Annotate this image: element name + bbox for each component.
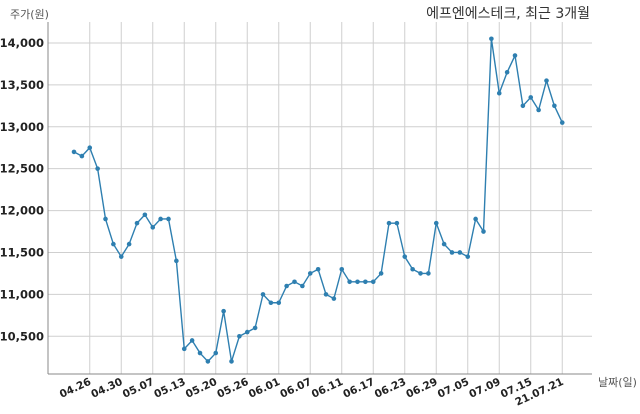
data-point xyxy=(512,53,518,58)
data-point xyxy=(276,300,282,306)
x-axis-label: 날짜(일) xyxy=(598,375,637,389)
data-point xyxy=(457,250,463,255)
x-tick-label: 05.07 xyxy=(121,376,156,401)
series-line xyxy=(73,38,563,363)
data-point xyxy=(520,103,526,109)
data-point xyxy=(189,338,195,343)
data-point xyxy=(197,350,203,356)
data-point xyxy=(181,346,187,352)
data-point xyxy=(260,292,266,297)
data-point xyxy=(544,78,549,83)
data-point xyxy=(473,216,478,222)
data-point xyxy=(347,279,352,285)
series xyxy=(71,36,565,364)
data-point xyxy=(268,300,274,306)
data-point xyxy=(150,225,156,230)
data-point xyxy=(118,254,124,259)
data-point xyxy=(315,266,321,272)
y-tick-label: 14,000 xyxy=(0,36,44,50)
data-point xyxy=(559,120,565,125)
data-point xyxy=(79,153,85,159)
data-point xyxy=(504,69,510,75)
x-tick-label: 05.26 xyxy=(215,376,250,401)
x-tick-label: 04.26 xyxy=(58,376,93,401)
data-point xyxy=(449,250,455,255)
y-tick-label: 13,000 xyxy=(0,120,44,134)
y-tick-label: 13,500 xyxy=(0,78,44,92)
x-tick-label: 06.29 xyxy=(404,376,439,401)
data-point xyxy=(95,166,100,171)
data-point xyxy=(536,107,541,113)
x-tick-label: 07.09 xyxy=(467,376,502,401)
y-tick-label: 11,000 xyxy=(0,287,44,301)
x-tick-label: 04.30 xyxy=(89,376,124,401)
x-tick-label: 06.07 xyxy=(278,376,313,401)
data-point xyxy=(426,271,431,276)
y-tick-label: 12,500 xyxy=(0,162,44,176)
x-tick-label: 07.05 xyxy=(436,376,471,401)
x-tick-label: 06.11 xyxy=(310,376,345,401)
x-tick-labels: 04.2604.3005.0705.1305.2005.2606.0106.07… xyxy=(58,376,566,409)
data-point xyxy=(496,90,502,96)
data-point xyxy=(213,350,219,356)
data-point xyxy=(363,279,368,285)
data-point xyxy=(300,283,305,289)
data-point xyxy=(244,329,250,335)
data-point xyxy=(528,95,534,100)
y-tick-labels: 10,500 11,000 11,500 12,000 12,500 13,000 13,5… xyxy=(0,36,44,343)
data-point xyxy=(103,216,108,222)
data-point xyxy=(307,271,313,276)
data-point xyxy=(331,296,337,301)
data-point xyxy=(142,212,148,218)
data-point xyxy=(481,229,486,234)
grid xyxy=(48,22,592,374)
data-point xyxy=(87,145,93,151)
data-point xyxy=(552,103,557,109)
axes xyxy=(47,22,592,375)
data-point xyxy=(378,271,384,276)
data-point xyxy=(252,325,258,331)
data-point xyxy=(433,220,439,226)
data-point xyxy=(489,36,494,42)
x-tick-label: 05.20 xyxy=(184,376,219,401)
x-tick-label: 06.01 xyxy=(247,376,282,401)
data-point xyxy=(158,216,163,222)
data-point xyxy=(410,266,415,272)
data-point xyxy=(323,292,329,297)
data-point xyxy=(394,220,400,226)
x-tick-label: 06.23 xyxy=(373,376,408,401)
data-point xyxy=(134,220,140,226)
data-point xyxy=(71,149,77,155)
y-tick-label: 10,500 xyxy=(0,329,44,343)
data-point xyxy=(126,241,132,247)
data-point xyxy=(221,308,226,314)
data-point xyxy=(205,359,211,364)
data-point xyxy=(386,220,392,226)
data-point xyxy=(370,279,376,285)
data-point xyxy=(111,241,116,247)
y-tick-label: 12,000 xyxy=(0,204,44,218)
data-point xyxy=(166,216,171,222)
data-point xyxy=(441,241,447,247)
data-point xyxy=(418,271,423,276)
x-tick-label: 06.17 xyxy=(341,376,376,401)
data-point xyxy=(402,254,408,259)
x-tick-label: 05.13 xyxy=(152,376,187,401)
data-point xyxy=(465,254,471,259)
data-point xyxy=(174,258,179,264)
chart-title: 에프엔에스테크, 최근 3개월 xyxy=(426,6,590,22)
data-point xyxy=(339,266,345,272)
data-point xyxy=(284,283,289,289)
y-axis-label: 주가(원) xyxy=(10,8,49,21)
data-point xyxy=(229,359,234,364)
data-point xyxy=(237,333,242,339)
data-point xyxy=(292,279,297,285)
y-tick-label: 11,500 xyxy=(0,245,44,259)
data-point xyxy=(355,279,360,285)
